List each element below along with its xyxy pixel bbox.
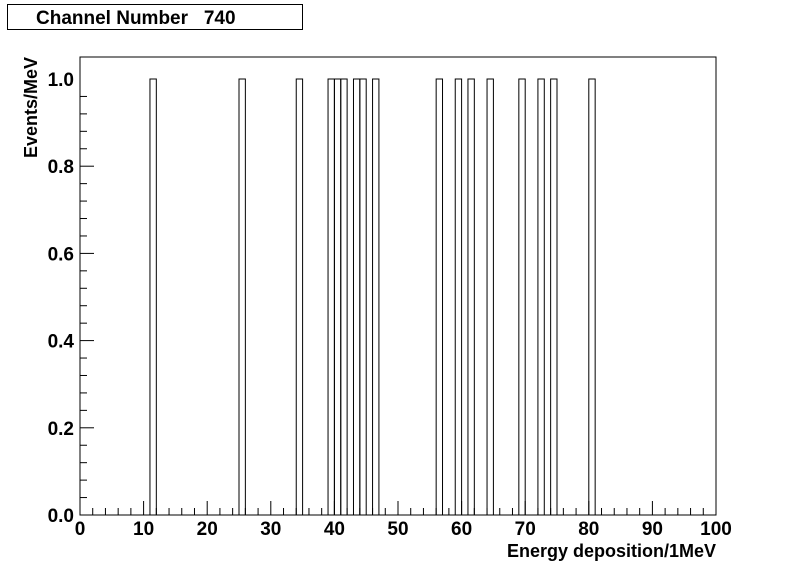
histogram-bar <box>550 78 558 516</box>
y-tick-label: 1.0 <box>48 70 74 91</box>
histogram-bar <box>359 78 367 516</box>
chart-title: Channel Number 740 <box>36 8 236 29</box>
y-tick-label: 0.0 <box>48 506 74 527</box>
y-tick-label: 0.8 <box>48 157 74 178</box>
histogram-bars <box>149 78 596 516</box>
histogram-bar <box>327 78 335 516</box>
histogram-bar <box>333 78 342 516</box>
x-tick-label: 50 <box>387 519 408 540</box>
x-tick-label: 40 <box>324 519 345 540</box>
chart-title-box: Channel Number 740 <box>7 4 303 30</box>
histogram-bar <box>238 78 246 516</box>
y-tick-label: 0.4 <box>48 332 75 353</box>
x-tick-label: 60 <box>451 519 472 540</box>
y-tick-label: 0.2 <box>48 419 74 440</box>
x-tick-label: 80 <box>578 519 599 540</box>
histogram-bar <box>352 78 361 516</box>
x-tick-label: 90 <box>642 519 663 540</box>
x-tick-label: 70 <box>515 519 536 540</box>
x-tick-label: 0 <box>75 519 86 540</box>
x-axis-ticks: 0 10 20 30 40 50 60 70 80 90 100 <box>75 501 732 540</box>
y-axis-label: Events/MeV <box>21 57 41 158</box>
histogram-bar <box>467 78 475 516</box>
x-tick-label: 30 <box>260 519 281 540</box>
x-tick-label: 20 <box>197 519 218 540</box>
histogram-bar <box>588 78 596 516</box>
plot-frame <box>79 56 717 516</box>
histogram-bar <box>537 78 545 516</box>
histogram-bar <box>372 78 380 516</box>
histogram-bar <box>149 78 157 516</box>
histogram-bar <box>518 78 526 516</box>
histogram-bar <box>295 78 304 516</box>
histogram-bar <box>435 78 444 516</box>
y-axis-ticks: 0.0 0.2 0.4 0.6 0.8 1.0 <box>48 70 94 527</box>
x-tick-label: 10 <box>133 519 154 540</box>
x-axis-label: Energy deposition/1MeV <box>507 541 716 561</box>
histogram-bar <box>486 78 494 516</box>
y-tick-label: 0.6 <box>48 244 74 265</box>
histogram-bar <box>340 78 348 516</box>
histogram-bar <box>454 78 463 516</box>
x-tick-label: 100 <box>700 519 732 540</box>
